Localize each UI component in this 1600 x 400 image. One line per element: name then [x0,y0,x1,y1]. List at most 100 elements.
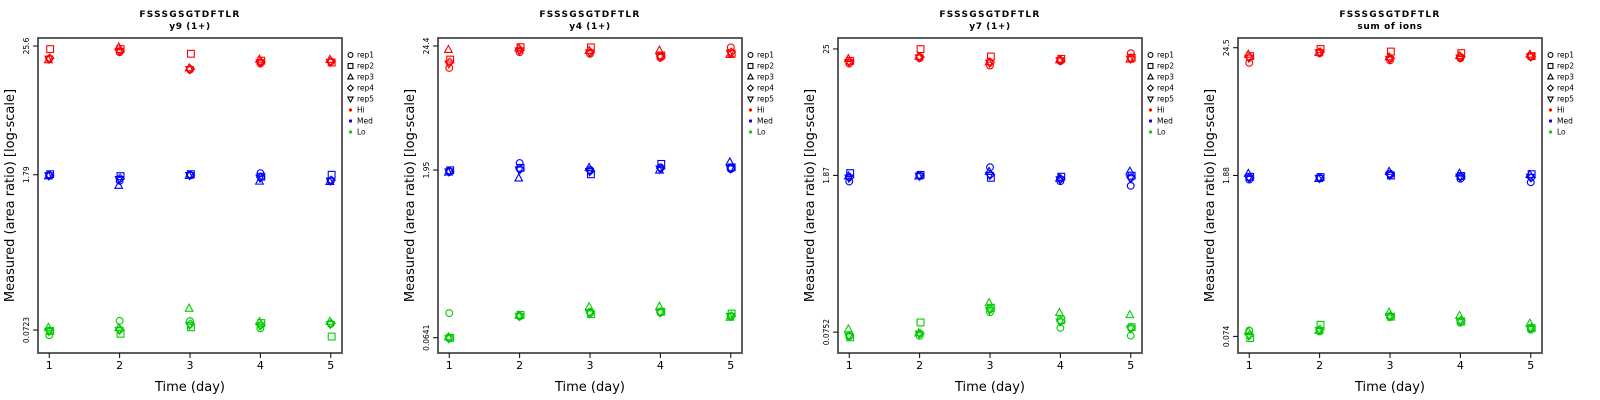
x-tick-label: 3 [587,359,594,372]
point-lo-rep1-day5 [1126,331,1135,340]
legend-label-lo: Lo [757,128,766,137]
point-lo-rep5-day4 [1055,318,1065,328]
panel-subtitle: y9 (1+) [169,22,211,32]
point-hi-rep5-day2 [1314,49,1324,58]
point-lo-rep5-day1 [444,335,454,344]
triangle-down-legend-icon [346,96,355,104]
point-lo-rep1-day3 [186,317,194,326]
y-tick-label: 1.87 [822,167,831,184]
y-axis-label: Measured (area ratio) [log-scale] [403,89,418,302]
panel-title: FSSSGSGTDFTLR [939,10,1040,20]
legend: rep1 rep2 rep3 rep4 rep5 Hi Med Lo [346,51,374,137]
point-lo-rep3-day5 [325,316,335,325]
point-hi-rep3-day1 [443,44,454,54]
legend-label-lo: Lo [357,128,366,137]
panel-y4-1-: FSSSGSGTDFTLR y4 (1+) Measured (area ratio… [403,10,774,395]
point-lo-rep3-day1 [1243,326,1254,335]
x-tick-label: 5 [327,359,334,372]
point-lo-rep5-day5 [725,312,736,322]
diamond-legend-icon [1146,84,1155,92]
triangle-down-legend-icon [1146,96,1155,104]
x-axis-label: Time (day) [1354,380,1425,395]
y-tick-label: 1.79 [22,166,31,183]
x-tick-label: 5 [1527,359,1534,372]
legend-label-med: Med [1157,117,1173,126]
x-tick-label: 3 [1387,359,1394,372]
point-lo-rep5-day3 [984,306,995,316]
point-hi-rep3-day3 [184,62,194,72]
legend: rep1 rep2 rep3 rep4 rep5 Hi Med Lo [1546,51,1574,137]
point-hi-rep5-day5 [1125,55,1136,65]
point-med-rep5-day2 [514,166,524,176]
point-lo-rep3-day4 [1054,307,1065,316]
x-axis-label: Time (day) [154,380,225,395]
point-lo-rep5-day5 [1525,325,1536,334]
point-hi-rep2-day1 [46,45,55,54]
y-tick-label: 1.95 [422,161,431,178]
point-lo-rep5-day2 [914,330,924,340]
point-lo-rep3-day1 [843,323,854,333]
legend-label-rep5: rep5 [757,95,774,104]
point-hi-rep5-day5 [325,58,336,68]
x-tick-label: 1 [846,359,853,372]
legend-label-rep5: rep5 [357,95,374,104]
x-tick-label: 5 [1127,359,1134,372]
y-axis-label: Measured (area ratio) [log-scale] [1203,89,1218,302]
panel-title: FSSSGSGTDFTLR [539,10,640,20]
x-tick-label: 3 [987,359,994,372]
point-med-rep1-day2 [115,176,124,185]
point-hi-rep5-day3 [1384,55,1395,65]
legend-label-rep4: rep4 [1157,84,1174,93]
legend-label-hi: Hi [1157,106,1165,115]
point-lo-rep5-day5 [325,320,336,330]
point-lo-rep1-day4 [1456,318,1465,327]
diamond-legend-icon [346,84,355,92]
legend: rep1 rep2 rep3 rep4 rep5 Hi Med Lo [1146,51,1174,137]
diamond-legend-icon [1546,84,1555,92]
point-lo-rep2-day2 [1316,320,1325,329]
point-med-rep5-day4 [1455,173,1465,183]
point-med-rep1-day5 [1526,178,1535,187]
point-hi-rep1-day5 [726,43,735,52]
y-tick-label: 24.5 [1222,39,1231,56]
point-lo-rep3-day3 [184,303,194,312]
panel-sum-of-ions: FSSSGSGTDFTLR sum of ions Measured (area r… [1203,10,1574,395]
x-axis-label: Time (day) [554,380,625,395]
point-hi-rep5-day3 [984,59,995,69]
med-dot-legend-icon [1148,119,1153,123]
triangle-up-legend-icon [346,72,355,80]
hi-dot-legend-icon [1148,108,1153,112]
point-lo-rep5-day4 [255,322,265,332]
hi-dot-legend-icon [348,108,353,112]
y-tick-label: 0.0723 [22,317,31,343]
point-lo-rep5-day3 [1384,312,1395,322]
point-lo-rep5-day3 [584,310,595,319]
x-tick-label: 4 [1057,359,1064,372]
point-hi-rep5-day1 [44,55,54,65]
legend-label-rep3: rep3 [357,73,374,82]
point-lo-rep3-day1 [443,331,454,341]
panel-title: FSSSGSGTDFTLR [1339,10,1440,20]
point-med-rep4-day5 [1526,172,1537,183]
legend-label-med: Med [357,117,373,126]
point-med-rep1-day4 [1456,174,1465,183]
legend-label-hi: Hi [1557,106,1565,115]
x-tick-label: 2 [116,359,123,372]
square-legend-icon [1147,63,1154,69]
point-hi-rep2-day4 [1457,49,1466,58]
legend-label-rep4: rep4 [1557,84,1574,93]
point-hi-rep3-day2 [113,41,124,51]
point-hi-rep5-day1 [1244,54,1254,64]
point-hi-rep5-day2 [514,47,524,57]
y-tick-label: 25.6 [22,37,31,54]
med-dot-legend-icon [348,119,353,123]
plot-area-border [1237,37,1543,354]
point-lo-rep5-day1 [844,332,854,342]
point-lo-rep1-day3 [986,308,994,317]
panel-subtitle: y4 (1+) [569,22,611,32]
legend: rep1 rep2 rep3 rep4 rep5 Hi Med Lo [746,51,774,137]
triangle-up-legend-icon [1546,72,1555,80]
point-lo-rep5-day1 [1244,332,1254,342]
plot-area-border [437,37,743,354]
